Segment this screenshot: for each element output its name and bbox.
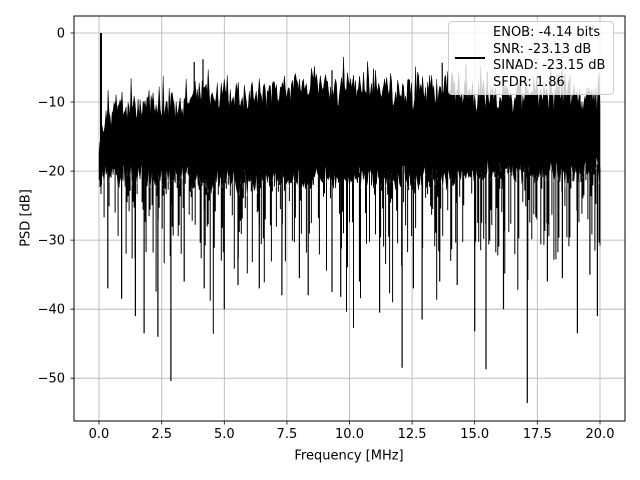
x-tick-label: 12.5 [398,427,427,442]
x-tick-label: 15.0 [460,427,489,442]
legend-text-block: ENOB: -4.14 bits SNR: -23.13 dB SINAD: -… [493,25,605,91]
y-tick-label: −30 [38,234,65,249]
legend-sfdr-label: SFDR: 1.86 [493,74,565,90]
y-tick-label: 0 [57,27,65,42]
x-tick-label: 5.0 [214,427,235,442]
legend-sinad-label: SINAD: -23.15 dB [493,58,606,73]
deep-null-spikes [107,164,598,403]
y-tick-label: −50 [38,372,65,387]
x-tick-label: 10.0 [335,427,364,442]
x-tick-label: 7.5 [277,427,298,442]
x-tick-label: 20.0 [586,427,615,442]
x-tick-label: 2.5 [151,427,172,442]
legend-snr-label: SNR: -23.13 dB [493,41,592,57]
legend-enob-label: ENOB: -4.14 bits [493,25,601,40]
y-tick-label: −40 [38,303,65,318]
legend: ENOB: -4.14 bits SNR: -23.13 dB SINAD: -… [448,21,615,95]
x-tick-label: 17.5 [523,427,552,442]
y-tick-label: −20 [38,165,65,180]
y-axis-label: PSD [dB] [18,189,34,247]
y-tick-label: −10 [38,96,65,111]
tick-marks [70,32,601,425]
x-tick-label: 0.0 [89,427,110,442]
legend-line-sample [455,57,485,59]
x-axis-label: Frequency [MHz] [294,448,404,464]
